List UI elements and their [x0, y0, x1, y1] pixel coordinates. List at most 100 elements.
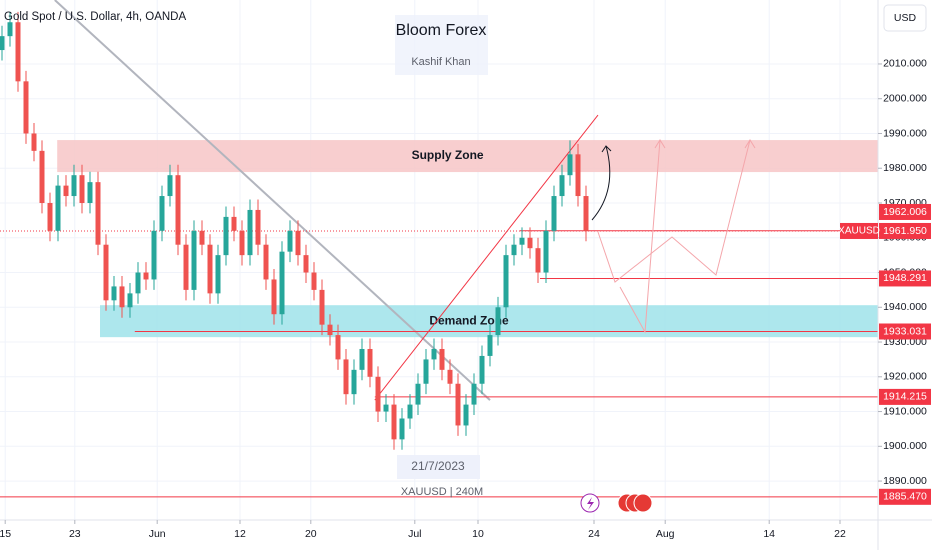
y-tick-label: 2010.000 [883, 58, 927, 70]
candle-body [207, 244, 213, 294]
x-tick-label: 22 [834, 528, 846, 540]
brand: Bloom Forex [396, 22, 487, 39]
candle-body [167, 175, 173, 197]
candle-body [151, 230, 157, 280]
candle-body [455, 383, 461, 426]
candle-body [295, 230, 301, 256]
candle-body [135, 272, 141, 294]
currency-button[interactable] [883, 4, 927, 32]
candle-body [103, 244, 109, 301]
y-tick-label: 1890.000 [883, 475, 927, 487]
candle-body [359, 348, 365, 370]
candle-body [567, 154, 573, 176]
candle-body [311, 272, 317, 290]
candle-body [415, 383, 421, 405]
candle-body [447, 369, 453, 384]
y-tick-label: 1910.000 [883, 405, 927, 417]
candle-body [247, 209, 253, 256]
candle-body [551, 196, 557, 231]
candle-body [231, 216, 237, 231]
x-tick-label: 23 [69, 528, 81, 540]
zone-label: Demand Zone [429, 313, 509, 327]
candle-body [31, 133, 37, 151]
x-tick-label: 14 [763, 528, 775, 540]
candle-body [583, 196, 589, 231]
candle-body [175, 175, 181, 245]
candle-body [375, 376, 381, 412]
price-level-tag [879, 388, 931, 405]
y-tick-label: 1900.000 [883, 440, 927, 452]
candle-body [287, 230, 293, 252]
brand-box [395, 15, 488, 75]
price-level-label: 1885.470 [883, 491, 927, 503]
candle-body [263, 244, 269, 280]
price-level-label: 1914.215 [883, 391, 927, 403]
last-price-tag [879, 222, 931, 239]
candle-body [527, 237, 533, 249]
candle-body [471, 383, 477, 405]
chart-title: Gold Spot / U.S. Dollar, 4h, OANDA [4, 11, 186, 23]
x-tick-label: 15 [0, 528, 11, 540]
last-price-label: 1961.950 [883, 225, 927, 237]
price-level-tag [879, 270, 931, 287]
candle-body [95, 182, 101, 245]
candle-body [559, 175, 565, 197]
x-tick-label: 24 [588, 528, 600, 540]
x-tick-label: 20 [305, 528, 317, 540]
price-level-label: 1962.006 [883, 206, 927, 218]
zone [57, 140, 878, 173]
candle-body [55, 185, 61, 231]
date-label: 21/7/2023 [411, 459, 465, 473]
candle-body [303, 255, 309, 273]
candle-body [327, 324, 333, 336]
y-tick-label: 1920.000 [883, 371, 927, 383]
candle-body [503, 255, 509, 308]
currency[interactable]: USD [894, 12, 917, 24]
candle-body [423, 359, 429, 384]
price-level-tag [879, 203, 931, 220]
x-tick-label: 12 [234, 528, 246, 540]
candle-body [351, 369, 357, 395]
candle-body [463, 404, 469, 426]
y-tick-label: 1940.000 [883, 301, 927, 313]
candle-body [511, 244, 517, 256]
candle-body [487, 335, 493, 356]
x-tick-label: Aug [656, 528, 675, 540]
candle-body [87, 182, 93, 203]
candle-body [519, 237, 525, 245]
candle-body [199, 230, 205, 245]
candle-body [431, 348, 437, 360]
curved-arrow-head [601, 145, 612, 153]
candle-body [23, 81, 29, 134]
candle-body [383, 404, 389, 412]
candle-body [191, 230, 197, 290]
candle-body [343, 359, 349, 395]
candle-body [143, 272, 149, 280]
author: Kashif Khan [411, 56, 470, 68]
candle-body [271, 279, 277, 315]
candle-body [399, 418, 405, 440]
candle-body [495, 307, 501, 336]
candle-body [543, 230, 549, 273]
y-tick-label: 1990.000 [883, 127, 927, 139]
candle-body [279, 251, 285, 315]
price-level-tag [879, 488, 931, 505]
candle-body [215, 255, 221, 294]
y-tick-label: 2000.000 [883, 92, 927, 104]
event-flag[interactable] [633, 493, 653, 513]
candle-body [79, 175, 85, 203]
projection-path [619, 139, 661, 334]
curved-arrow [591, 145, 611, 221]
candle-body [575, 154, 581, 197]
symbol-tag-label: XAUUSD [838, 226, 880, 237]
price-level-label: 1948.291 [883, 272, 927, 284]
candle-body [183, 244, 189, 290]
candle-body [63, 185, 69, 197]
y-tick-label: 1980.000 [883, 162, 927, 174]
x-tick-label: Jun [149, 528, 166, 540]
candle-body [127, 293, 133, 308]
x-tick-label: 10 [472, 528, 484, 540]
candle-body [39, 150, 45, 203]
zone-label: Supply Zone [412, 148, 484, 162]
